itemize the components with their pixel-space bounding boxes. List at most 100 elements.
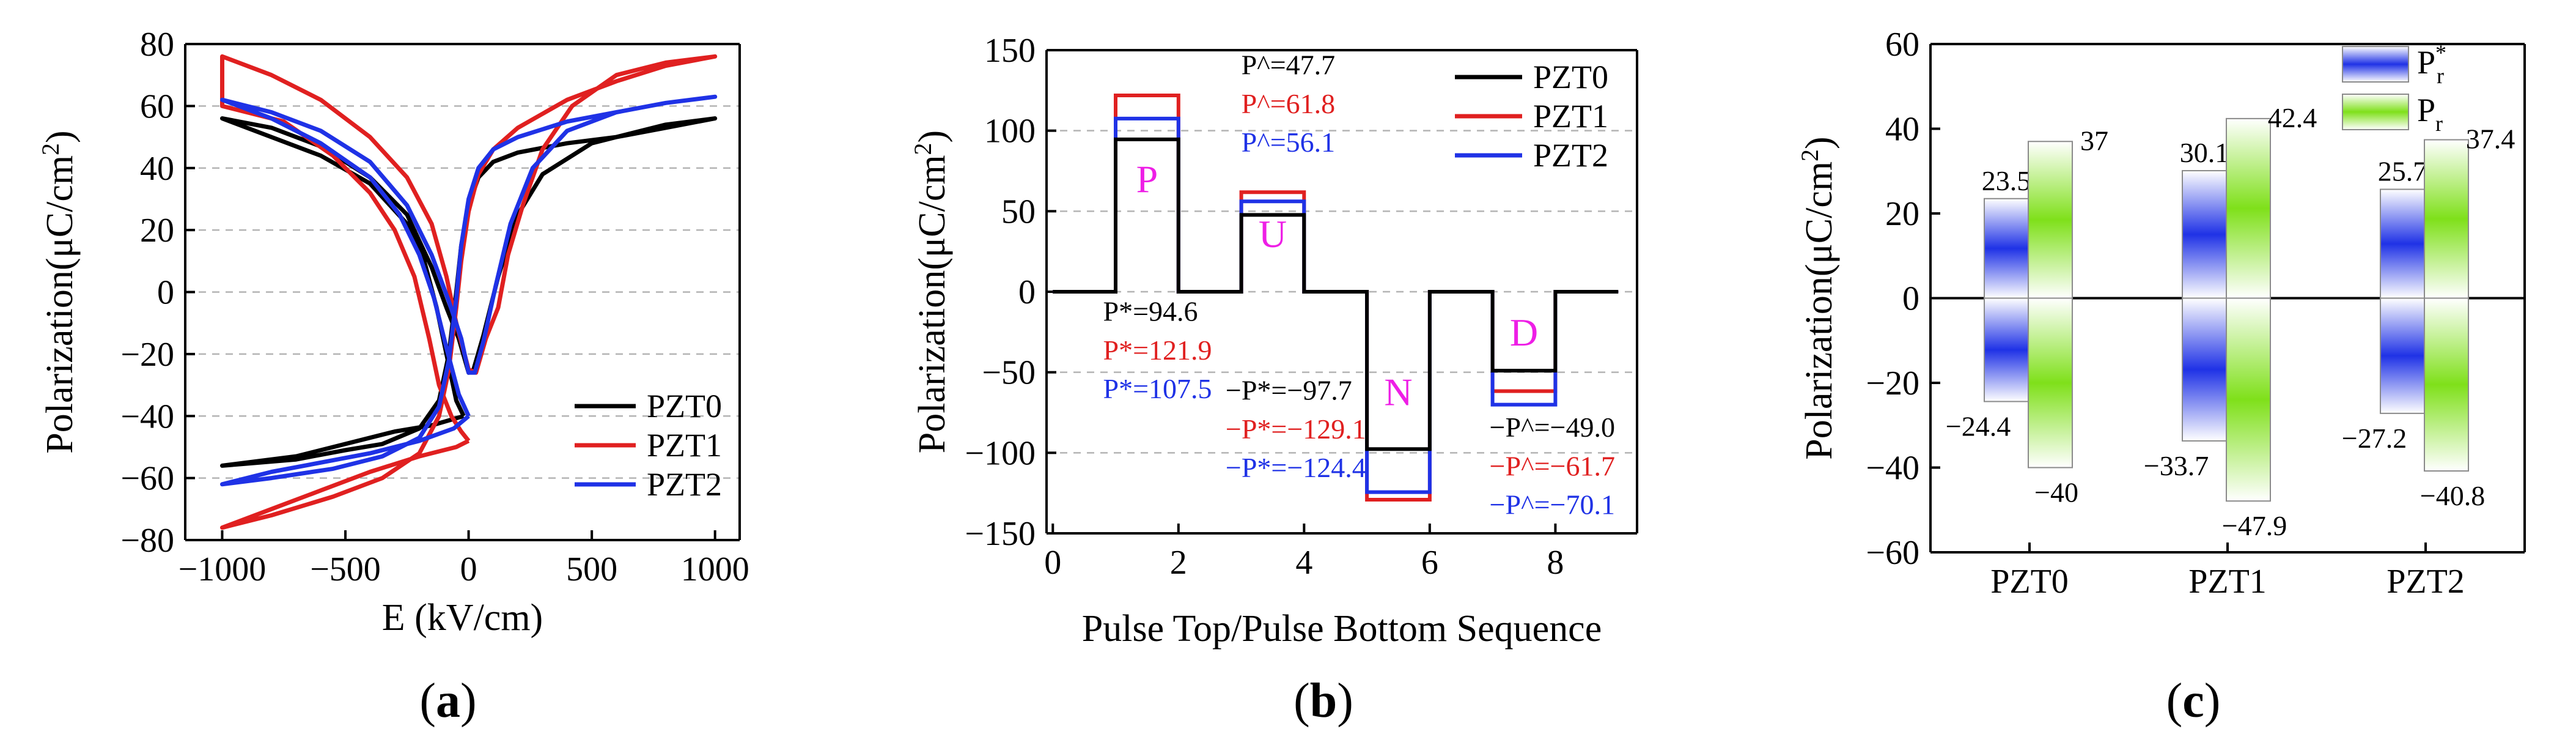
c-bar-positive-pr-star xyxy=(2182,170,2227,299)
c-y-tick-label: 60 xyxy=(1885,26,1919,64)
b-y-tick-label: 150 xyxy=(984,32,1036,70)
c-bar-value-label: 37 xyxy=(2080,125,2108,156)
c-bar-negative-pr xyxy=(2028,297,2073,468)
b-annotation: P^=61.8 xyxy=(1242,88,1336,119)
a-y-tick-label: 0 xyxy=(157,274,174,312)
a-y-tick-label: 80 xyxy=(140,26,174,64)
c-bar-positive-pr xyxy=(2226,117,2271,299)
b-legend-label: PZT0 xyxy=(1533,59,1608,95)
b-annotation: P^=56.1 xyxy=(1242,127,1336,158)
b-annotation: P*=94.6 xyxy=(1103,296,1198,327)
c-legend-swatch-pr-star xyxy=(2342,46,2409,83)
b-x-tick-label: 8 xyxy=(1547,544,1564,582)
a-x-tick-label: −500 xyxy=(310,550,381,588)
c-bar-value-label: 25.7 xyxy=(2378,156,2427,187)
panel-c-bar-chart: −60 −40 −20 0 20 40 60 PZT0 23.5 −24.4 37 −40 PZT1 30… xyxy=(1796,26,2526,728)
c-bar-value-label: −24.4 xyxy=(1946,410,2011,442)
b-y-tick-label: 0 xyxy=(1018,273,1036,311)
c-bar-negative-pr-star xyxy=(1984,297,2029,402)
a-series-line-pzt2 xyxy=(220,94,718,487)
b-annotation: −P*=−124.4 xyxy=(1226,452,1366,483)
c-bar-value-label: 23.5 xyxy=(1982,165,2031,196)
c-bar-negative-pr-star xyxy=(2182,297,2227,442)
a-legend-label: PZT2 xyxy=(647,466,722,503)
b-annotation: −P^=−49.0 xyxy=(1490,412,1616,443)
b-x-tick-label: 4 xyxy=(1295,544,1312,582)
a-y-tick-label: 40 xyxy=(140,150,174,188)
a-panel-label: (a) xyxy=(419,674,476,728)
a-y-tick-label: 20 xyxy=(140,212,174,250)
c-bar-value-label: −40.8 xyxy=(2420,480,2485,511)
b-annotation: P*=121.9 xyxy=(1103,335,1212,366)
a-y-tick-label: −60 xyxy=(120,460,174,498)
c-y-tick-label: −20 xyxy=(1866,365,1919,402)
a-x-tick-label: −1000 xyxy=(178,550,267,588)
c-y-tick-label: 20 xyxy=(1885,195,1919,233)
b-annotation: −P^=−61.7 xyxy=(1490,450,1616,481)
c-y-tick-label: 40 xyxy=(1885,111,1919,149)
c-category-label: PZT0 xyxy=(1990,563,2069,601)
b-annotation: −P*=−97.7 xyxy=(1226,375,1352,406)
a-y-tick-label: −40 xyxy=(120,398,174,435)
a-x-tick-label: 500 xyxy=(566,550,617,588)
b-y-tick-label: 100 xyxy=(984,113,1036,150)
b-y-tick-label: −100 xyxy=(965,434,1036,472)
c-y-tick-label: −40 xyxy=(1866,450,1919,487)
b-pulse-label-n: N xyxy=(1384,370,1412,413)
b-y-tick-label: 50 xyxy=(1001,193,1036,231)
a-series-line-pzt0 xyxy=(220,116,718,468)
b-annotation: P^=47.7 xyxy=(1242,50,1336,81)
b-series-line-pzt0 xyxy=(1053,137,1619,451)
a-y-tick-label: 60 xyxy=(140,87,174,125)
b-x-tick-label: 0 xyxy=(1044,544,1061,582)
a-legend-label: PZT1 xyxy=(647,427,722,464)
c-bar-value-label: 42.4 xyxy=(2268,102,2317,133)
a-y-tick-label: −80 xyxy=(120,522,174,560)
a-y-tick-label: −20 xyxy=(120,336,174,374)
b-pulse-label-d: D xyxy=(1510,311,1538,354)
b-legend-label: PZT1 xyxy=(1533,98,1608,135)
a-legend-label: PZT0 xyxy=(647,388,722,424)
c-bar-positive-pr xyxy=(2424,139,2469,299)
b-x-axis-label: Pulse Top/Pulse Bottom Sequence xyxy=(1082,608,1602,650)
b-y-axis-label: Polarization(μC/cm2) xyxy=(909,130,953,453)
a-x-axis-label: E (kV/cm) xyxy=(382,597,543,639)
c-bar-value-label: −47.9 xyxy=(2222,510,2287,541)
b-pulse-label-u: U xyxy=(1259,212,1287,256)
c-legend-label: P* r xyxy=(2417,40,2446,88)
b-x-tick-label: 2 xyxy=(1170,544,1187,582)
c-bar-negative-pr xyxy=(2226,297,2271,502)
c-bar-positive-pr-star xyxy=(1984,198,2029,299)
b-legend-label: PZT2 xyxy=(1533,137,1608,174)
c-bar-negative-pr-star xyxy=(2380,297,2425,414)
c-bar-negative-pr xyxy=(2424,297,2469,472)
a-x-tick-label: 0 xyxy=(460,550,477,588)
c-category-label: PZT2 xyxy=(2386,563,2465,601)
c-panel-label: (c) xyxy=(2166,674,2221,728)
b-x-tick-label: 6 xyxy=(1421,544,1438,582)
b-annotation: −P*=−129.1 xyxy=(1226,413,1366,445)
c-bar-value-label: 37.4 xyxy=(2466,124,2515,155)
c-category-label: PZT1 xyxy=(2188,563,2267,601)
c-bar-value-label: −33.7 xyxy=(2144,450,2209,481)
c-y-axis-label: Polarization(μC/cm2) xyxy=(1796,136,1840,459)
c-legend-label: Pr xyxy=(2417,92,2443,136)
b-panel-label: (b) xyxy=(1294,674,1353,728)
b-y-tick-label: −150 xyxy=(965,515,1036,553)
a-y-axis-label: Polarization(μC/cm2) xyxy=(37,130,81,453)
b-annotation: P*=107.5 xyxy=(1103,373,1212,404)
panel-a-hysteresis-chart: −80 −60 −40 −20 0 20 40 60 80 −1000 −500 0 500 1000 PZ… xyxy=(37,26,749,728)
c-y-tick-label: 0 xyxy=(1902,280,1919,318)
a-x-tick-label: 1000 xyxy=(681,550,749,588)
b-y-tick-label: −50 xyxy=(982,354,1036,392)
panel-b-pund-chart: −150 −100 −50 0 50 100 150 0 2 4 6 8 P U N D P^=47.7 P^=6… xyxy=(909,32,1638,728)
b-pulse-label-p: P xyxy=(1136,158,1158,201)
c-y-tick-label: −60 xyxy=(1866,534,1919,572)
c-bar-value-label: −40 xyxy=(2034,477,2078,508)
c-bar-value-label: −27.2 xyxy=(2342,423,2407,454)
c-bar-value-label: 30.1 xyxy=(2180,137,2229,168)
c-legend-swatch-pr xyxy=(2342,94,2409,130)
c-bar-positive-pr xyxy=(2028,141,2073,299)
c-bar-positive-pr-star xyxy=(2380,188,2425,299)
